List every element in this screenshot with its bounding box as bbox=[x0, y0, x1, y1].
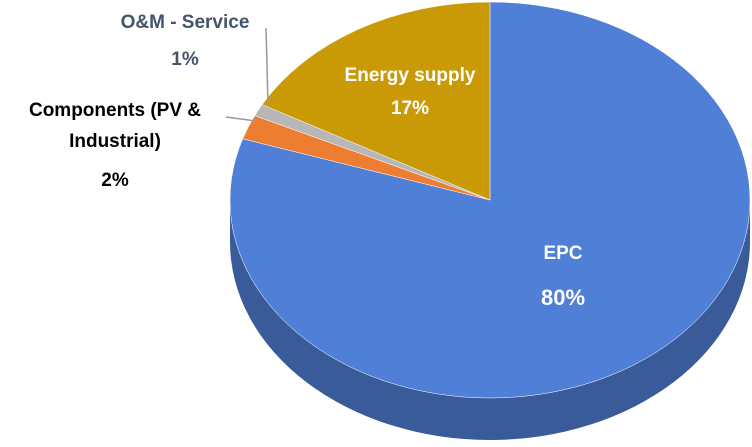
pie-slice bbox=[261, 1, 491, 201]
data-label: Energy supply 17% bbox=[345, 60, 476, 124]
leader-line bbox=[265, 27, 269, 105]
value-label: 17% bbox=[390, 98, 430, 119]
leader-line bbox=[225, 116, 257, 122]
data-label: EPC 80% bbox=[541, 238, 585, 313]
pie-slice bbox=[229, 1, 751, 399]
data-label: Components (PV & Industrial) 2% bbox=[8, 95, 223, 196]
category-label: O&M - Service bbox=[120, 12, 250, 33]
category-label: EPC bbox=[543, 243, 583, 264]
category-label: Components (PV & Industrial) bbox=[28, 100, 202, 152]
value-label: 80% bbox=[540, 284, 586, 310]
value-label: 2% bbox=[101, 170, 129, 191]
data-label: O&M - Service 1% bbox=[121, 7, 250, 75]
pie-side bbox=[230, 200, 750, 440]
value-label: 1% bbox=[171, 48, 199, 70]
category-label: Energy supply bbox=[344, 65, 476, 86]
